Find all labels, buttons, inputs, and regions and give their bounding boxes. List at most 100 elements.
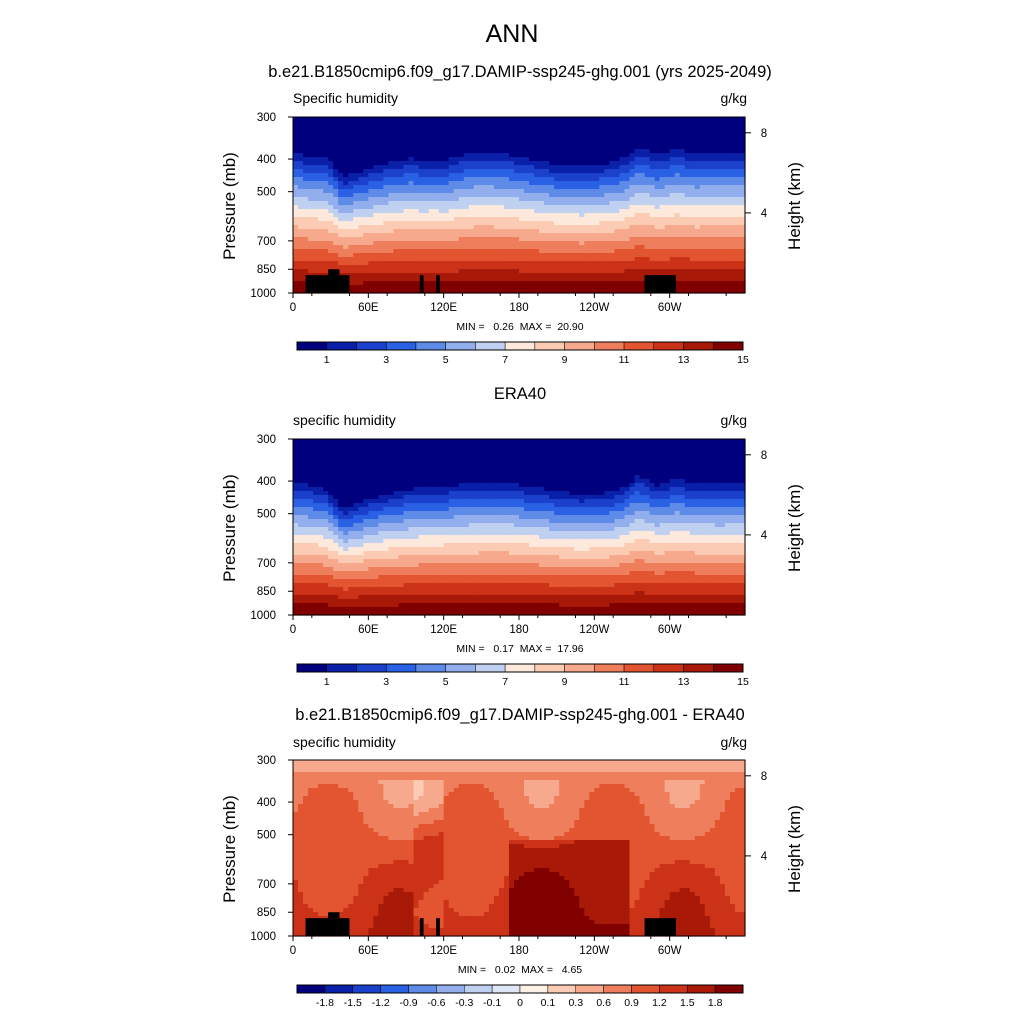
- field-cell: [699, 249, 706, 254]
- field-cell: [323, 213, 329, 218]
- field-cell: [478, 141, 485, 146]
- field-cell: [679, 213, 686, 218]
- field-cell: [358, 281, 364, 286]
- field-cell: [298, 455, 304, 460]
- field-cell: [433, 141, 440, 146]
- field-cell: [403, 269, 410, 274]
- field-cell: [649, 177, 656, 182]
- field-cell: [689, 209, 696, 214]
- field-cell: [488, 133, 495, 138]
- field-cell: [498, 121, 505, 126]
- field-cell: [313, 471, 319, 476]
- field-cell: [478, 157, 485, 162]
- field-cell: [388, 173, 395, 178]
- field-cell: [383, 487, 390, 492]
- field-cell: [584, 289, 590, 294]
- field-cell: [669, 229, 676, 234]
- field-cell: [724, 265, 731, 270]
- field-cell: [574, 249, 580, 254]
- field-cell: [298, 567, 304, 572]
- field-cell: [704, 213, 711, 218]
- field-cell: [428, 189, 435, 194]
- field-cell: [493, 161, 500, 166]
- field-cell: [739, 193, 746, 198]
- field-cell: [734, 209, 741, 214]
- field-cell: [448, 193, 455, 198]
- field-cell: [293, 117, 299, 122]
- field-cell: [348, 249, 354, 254]
- field-cell: [338, 487, 344, 492]
- field-cell: [403, 145, 410, 150]
- field-cell: [388, 611, 395, 616]
- field-cell: [343, 233, 349, 238]
- field-cell: [398, 269, 405, 274]
- field-cell: [739, 153, 746, 158]
- field-cell: [313, 269, 319, 274]
- field-cell: [689, 121, 696, 126]
- field-cell: [579, 265, 585, 270]
- field-cell: [689, 269, 696, 274]
- field-cell: [704, 281, 711, 286]
- field-cell: [513, 141, 520, 146]
- field-cell: [298, 519, 304, 524]
- field-cell: [498, 245, 505, 250]
- field-cell: [468, 133, 475, 138]
- field-cell: [308, 185, 314, 190]
- field-cell: [659, 145, 666, 150]
- field-cell: [363, 161, 369, 166]
- field-cell: [684, 285, 691, 290]
- field-cell: [649, 153, 656, 158]
- field-cell: [594, 181, 600, 186]
- field-cell: [378, 595, 384, 600]
- field-cell: [609, 209, 616, 214]
- field-cell: [378, 531, 384, 536]
- field-cell: [338, 507, 344, 512]
- field-cell: [388, 567, 395, 572]
- field-cell: [609, 197, 616, 202]
- field-cell: [438, 253, 445, 258]
- field-cell: [604, 145, 610, 150]
- field-cell: [383, 169, 390, 174]
- field-cell: [398, 515, 405, 520]
- field-cell: [468, 261, 475, 266]
- field-cell: [634, 121, 641, 126]
- field-cell: [383, 249, 390, 254]
- field-cell: [694, 217, 701, 222]
- field-cell: [428, 157, 435, 162]
- field-cell: [534, 237, 540, 242]
- field-cell: [338, 185, 344, 190]
- field-cell: [544, 233, 550, 238]
- field-cell: [428, 213, 435, 218]
- field-cell: [398, 439, 405, 444]
- field-cell: [709, 265, 716, 270]
- field-cell: [564, 273, 570, 278]
- field-cell: [308, 153, 314, 158]
- field-cell: [318, 439, 324, 444]
- field-cell: [333, 503, 339, 508]
- x-tick-label: 60E: [358, 302, 379, 314]
- field-cell: [584, 265, 590, 270]
- field-cell: [323, 471, 329, 476]
- field-cell: [619, 289, 626, 294]
- field-cell: [724, 213, 731, 218]
- field-cell: [413, 225, 420, 230]
- field-cell: [373, 515, 379, 520]
- field-cell: [719, 129, 726, 134]
- field-cell: [338, 539, 344, 544]
- field-cell: [428, 181, 435, 186]
- field-cell: [624, 245, 631, 250]
- field-cell: [529, 241, 535, 246]
- field-cell: [303, 141, 309, 146]
- field-cell: [308, 559, 314, 564]
- field-cell: [599, 189, 605, 194]
- field-cell: [694, 253, 701, 258]
- field-cell: [363, 273, 369, 278]
- field-cell: [338, 447, 344, 452]
- field-cell: [704, 257, 711, 262]
- field-cell: [333, 137, 339, 142]
- field-cell: [323, 249, 329, 254]
- field-cell: [724, 173, 731, 178]
- field-cell: [689, 257, 696, 262]
- field-cell: [519, 221, 525, 226]
- field-cell: [328, 221, 334, 226]
